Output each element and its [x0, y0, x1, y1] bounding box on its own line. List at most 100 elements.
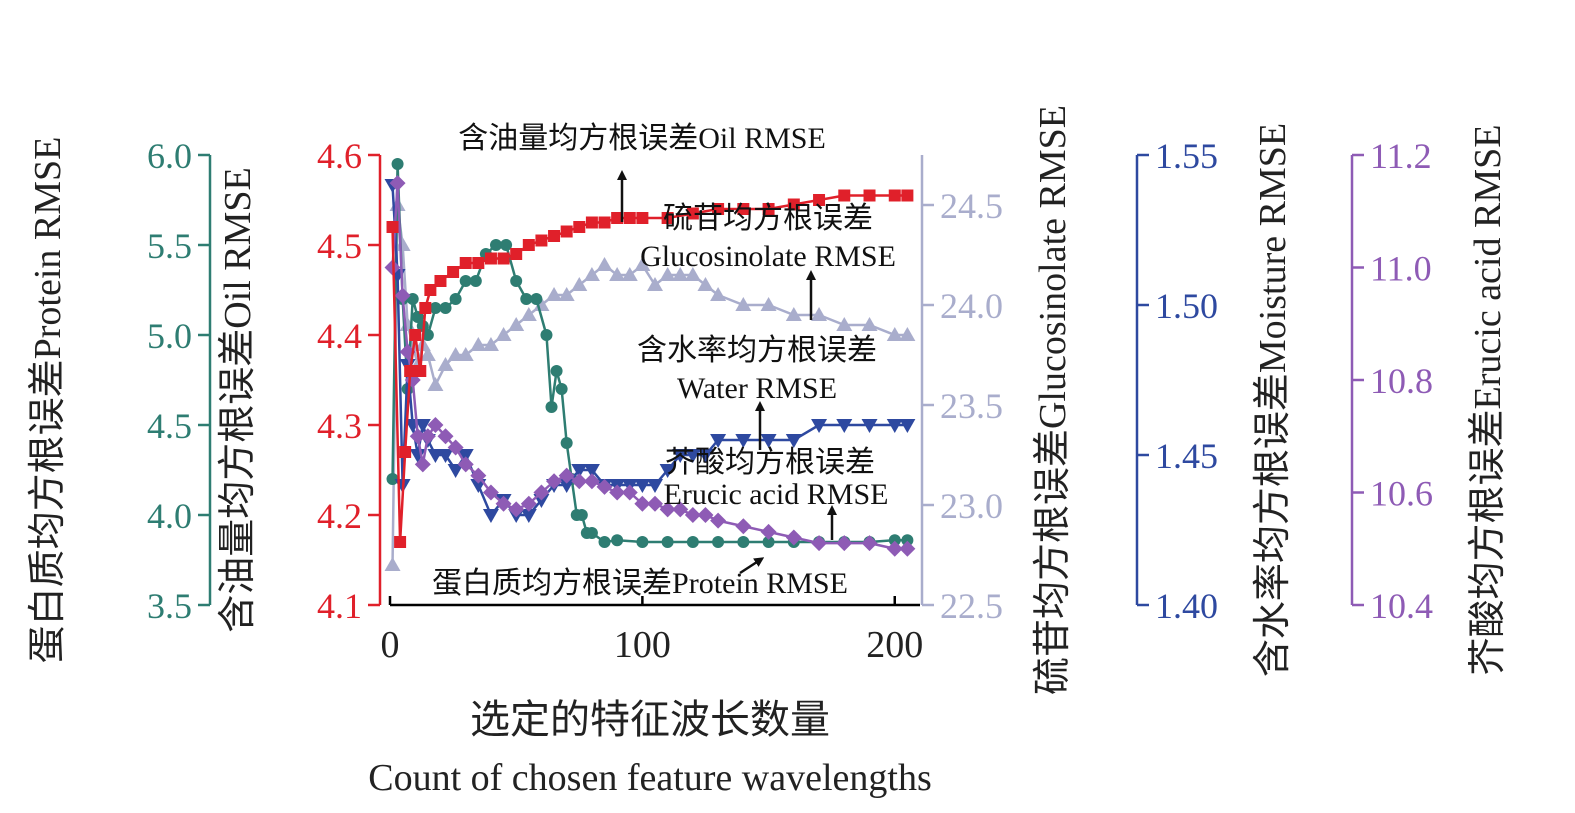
point-glucosinolate-32 [735, 297, 752, 311]
point-glucosinolate-15 [508, 317, 525, 331]
y-tick-label-erucic-0: 10.4 [1370, 586, 1433, 626]
point-glucosinolate-36 [836, 317, 853, 331]
point-protein-1 [391, 158, 404, 170]
point-protein-26 [575, 509, 588, 521]
point-erucic-12 [470, 467, 487, 484]
point-moisture-21 [583, 464, 600, 478]
annotation-oil: 含油量均方根误差Oil RMSE [458, 122, 826, 222]
point-glucosinolate-18 [546, 287, 563, 301]
plot-series [384, 158, 916, 571]
point-glucosinolate-25 [634, 257, 651, 271]
point-erucic-23 [609, 484, 626, 501]
series-erucic [384, 175, 916, 557]
y-tick-label-protein-5: 6.0 [147, 136, 192, 176]
y-tick-label-protein-1: 4.0 [147, 496, 192, 536]
y-axis-glucosinolate: 22.5 23.0 23.5 24.0 24.5 硫苷均方根误差Glucosinolate… [920, 105, 1074, 695]
point-erucic-25 [634, 495, 651, 512]
y-tick-label-oil-5: 4.6 [317, 136, 362, 176]
y-axis-erucic: 10.4 10.6 10.8 11.0 11.2 芥酸均方根误差Erucic acid R… [1350, 125, 1509, 676]
point-oil-17 [548, 230, 561, 242]
point-oil-34 [888, 189, 901, 202]
point-moisture-25 [634, 479, 651, 493]
point-glucosinolate-33 [760, 297, 777, 311]
point-protein-8 [429, 302, 442, 314]
point-erucic-30 [697, 507, 714, 523]
point-moisture-13 [482, 509, 499, 523]
y-axis-title-erucic: 芥酸均方根误差Erucic acid RMSE [1467, 125, 1509, 676]
point-moisture-26 [647, 479, 663, 493]
point-moisture-34 [785, 434, 802, 448]
point-protein-10 [449, 293, 462, 305]
point-erucic-13 [482, 484, 499, 501]
point-glucosinolate-27 [659, 267, 676, 281]
point-erucic-17 [533, 484, 550, 501]
y-tick-label-glucosinolate-0: 22.5 [940, 586, 1003, 626]
annotation-text-erucic-1: Erucic acid RMSE [664, 478, 889, 511]
y-tick-label-glucosinolate-4: 24.5 [940, 186, 1003, 226]
point-glucosinolate-2 [394, 237, 411, 251]
point-moisture-8 [427, 449, 444, 463]
point-moisture-9 [437, 449, 454, 463]
point-oil-22 [611, 212, 624, 224]
annotation-text-moisture-0: 含水率均方根误差 [637, 334, 877, 367]
point-oil-10 [459, 257, 472, 269]
y-axis-moisture: 1.40 1.45 1.50 1.55 含水率均方根误差Moisture RMSE [1135, 123, 1294, 677]
point-protein-15 [500, 239, 513, 251]
point-protein-7 [421, 329, 434, 341]
point-protein-28 [585, 527, 598, 539]
y-tick-label-erucic-3: 11.0 [1370, 249, 1432, 289]
point-oil-24 [636, 212, 649, 224]
y-tick-label-protein-2: 4.5 [147, 406, 192, 446]
point-oil-29 [762, 203, 775, 215]
point-oil-31 [813, 194, 826, 206]
x-axis: 0 100 200 [381, 596, 923, 666]
point-glucosinolate-29 [684, 267, 701, 281]
annotation-text-glucosinolate-1: Glucosinolate RMSE [640, 240, 896, 273]
annotation-protein: 蛋白质均方根误差Protein RMSE [432, 557, 848, 600]
y-tick-label-oil-1: 4.2 [317, 496, 362, 536]
point-glucosinolate-12 [470, 337, 487, 351]
point-glucosinolate-9 [437, 357, 454, 371]
point-glucosinolate-14 [495, 327, 512, 341]
x-tick-label-1: 100 [614, 624, 671, 666]
point-glucosinolate-28 [672, 267, 689, 281]
point-protein-9 [439, 302, 452, 314]
x-tick-label-2: 200 [866, 624, 923, 666]
point-erucic-37 [861, 535, 878, 552]
point-moisture-27 [659, 464, 676, 478]
point-glucosinolate-17 [533, 297, 550, 311]
point-protein-20 [545, 401, 558, 413]
y-tick-label-glucosinolate-1: 23.0 [940, 486, 1003, 526]
point-moisture-6 [414, 419, 431, 433]
point-oil-5 [414, 365, 427, 377]
point-erucic-35 [811, 535, 828, 552]
point-oil-0 [386, 221, 399, 233]
y-tick-label-moisture-0: 1.40 [1155, 586, 1218, 626]
annotation-glucosinolate: 硫苷均方根误差 Glucosinolate RMSE [640, 202, 896, 320]
point-oil-20 [585, 216, 598, 229]
point-erucic-6 [414, 456, 431, 473]
point-protein-21 [550, 365, 563, 377]
point-oil-3 [404, 365, 417, 377]
y-tick-label-oil-3: 4.4 [317, 316, 362, 356]
y-axis-protein: 3.5 4.0 4.5 5.0 5.5 6.0 蛋白质均方根误差Protein RMSE [27, 136, 212, 663]
annotation-text-oil-0: 含油量均方根误差Oil RMSE [458, 122, 826, 155]
point-erucic-38 [886, 540, 903, 557]
point-oil-25 [661, 212, 674, 224]
point-oil-9 [447, 266, 460, 278]
annotation-text-moisture-1: Water RMSE [677, 372, 837, 405]
point-protein-36 [762, 536, 775, 548]
y-tick-label-moisture-3: 1.55 [1155, 136, 1218, 176]
point-protein-11 [459, 275, 472, 287]
point-erucic-15 [508, 501, 525, 518]
y-tick-label-glucosinolate-2: 23.5 [940, 386, 1003, 426]
point-protein-22 [555, 383, 568, 395]
point-erucic-22 [596, 478, 613, 495]
point-protein-23 [560, 437, 573, 449]
point-erucic-19 [558, 467, 575, 484]
y-tick-label-protein-4: 5.5 [147, 226, 192, 266]
point-protein-18 [530, 293, 543, 305]
annotation-moisture: 含水率均方根误差 Water RMSE [637, 334, 877, 450]
point-oil-30 [787, 198, 800, 211]
point-protein-34 [712, 536, 725, 548]
